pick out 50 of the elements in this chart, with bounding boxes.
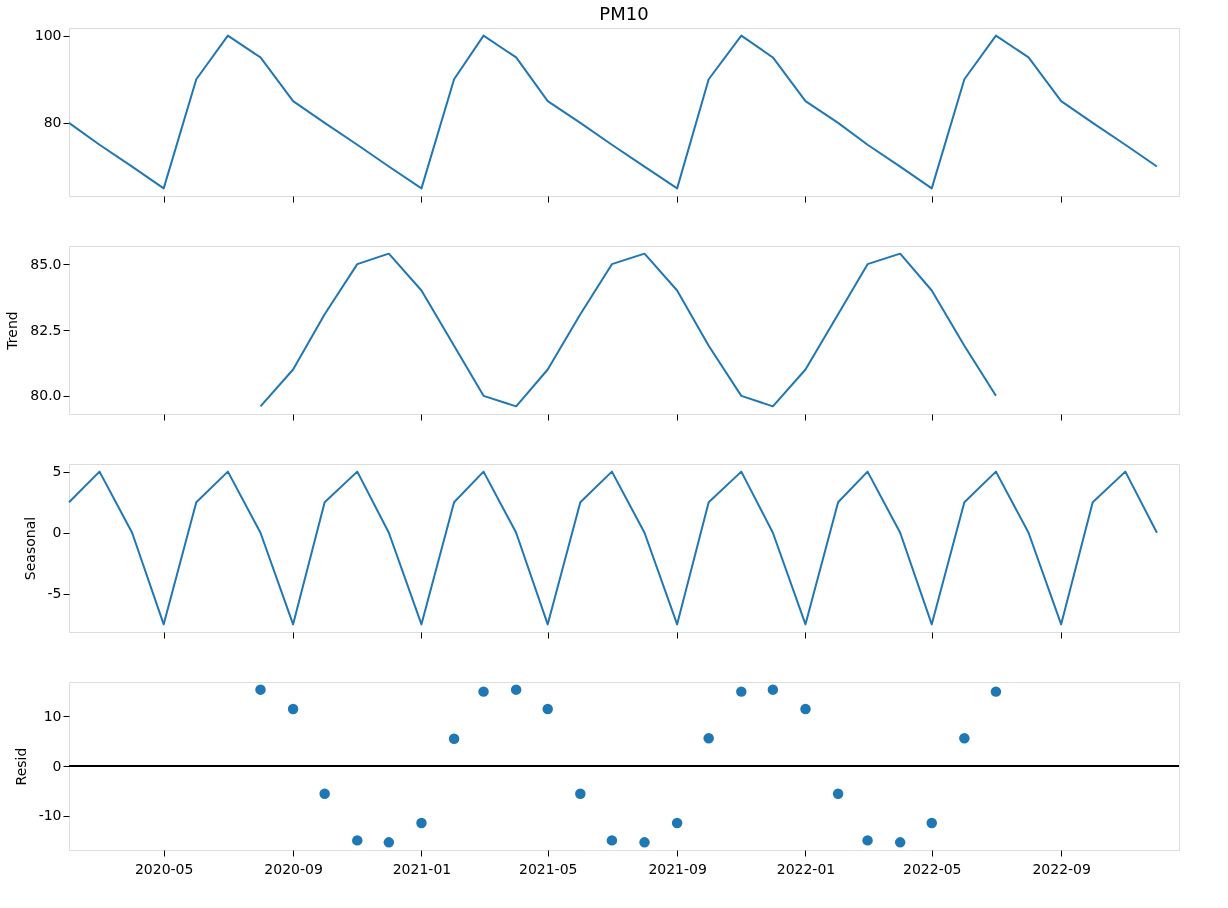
y-tick-label: 0 (52, 524, 62, 541)
point (606, 835, 618, 846)
line-series (68, 34, 1158, 190)
point (383, 837, 395, 848)
y-tick-label: 0 (52, 757, 62, 774)
y-tick-label: -5 (47, 585, 62, 602)
y-axis-title: Resid (12, 747, 29, 786)
y-tick-label: 82.5 (30, 321, 62, 338)
point (255, 684, 266, 695)
x-tick-label: 2022-05 (903, 860, 962, 877)
y-tick-label: 85.0 (30, 255, 62, 272)
point (352, 835, 363, 846)
x-tick-label: 2021-01 (392, 860, 452, 877)
y-axis-title: Trend (4, 311, 21, 351)
point (448, 733, 460, 744)
point (319, 788, 330, 799)
point (510, 684, 522, 695)
point (959, 733, 970, 744)
point (736, 686, 747, 697)
x-tick-label: 2020-09 (264, 860, 323, 877)
y-tick-label: 80.0 (30, 387, 62, 404)
x-tick-label: 2021-09 (648, 860, 707, 877)
y-tick-label: -10 (38, 807, 62, 824)
y-tick-label: 100 (34, 27, 62, 44)
point (926, 817, 937, 829)
line-series (259, 252, 997, 408)
point (542, 703, 553, 715)
x-tick-label: 2022-09 (1032, 860, 1091, 877)
y-tick-label: 5 (52, 463, 62, 480)
point (639, 837, 650, 848)
point (478, 686, 489, 697)
x-tick-label: 2022-01 (776, 860, 836, 877)
point (894, 837, 906, 848)
point (416, 817, 427, 829)
point (703, 733, 714, 744)
point (671, 817, 683, 829)
point (862, 835, 873, 846)
point (800, 703, 811, 715)
line-series (68, 470, 1158, 626)
chart-title: PM10 (599, 3, 649, 24)
point (832, 788, 844, 799)
y-tick-label: 80 (43, 114, 62, 131)
point (575, 788, 586, 799)
point (767, 684, 779, 695)
y-axis-title: Seasonal (21, 516, 38, 581)
x-tick-label: 2021-05 (518, 860, 578, 877)
point (990, 686, 1002, 697)
y-tick-label: 10 (43, 707, 62, 724)
x-tick-label: 2020-05 (134, 860, 194, 877)
point (287, 703, 299, 715)
